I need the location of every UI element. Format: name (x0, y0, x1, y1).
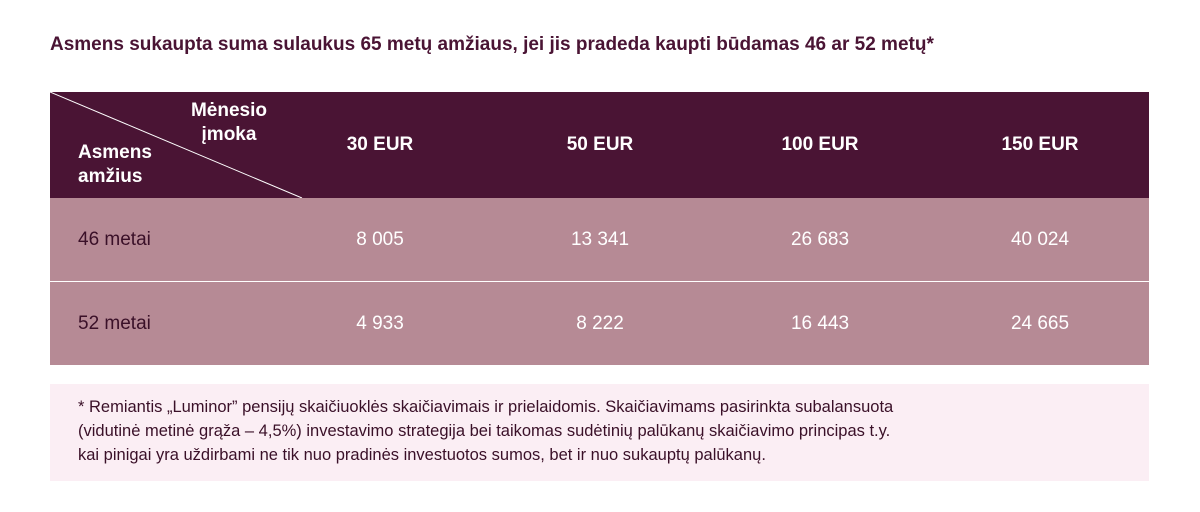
corner-top-line-2: įmoka (201, 124, 257, 145)
footnote-line: * Remiantis „Luminor” pensijų skaičiuokl… (78, 398, 894, 416)
table-cell: 24 665 (1010, 312, 1070, 334)
table-cell: 40 024 (1010, 228, 1070, 250)
table-row: 52 metai 4 933 8 222 16 443 24 665 (50, 281, 1149, 365)
page-title: Asmens sukaupta suma sulaukus 65 metų am… (50, 34, 934, 55)
footnote-line: kai pinigai yra uždirbami ne tik nuo pra… (78, 446, 766, 464)
table-header-row: Mėnesio įmoka Asmens amžius 30 EUR 50 EU… (50, 92, 1149, 198)
footnote: * Remiantis „Luminor” pensijų skaičiuokl… (50, 384, 1149, 481)
column-header: 30 EUR (346, 134, 414, 155)
savings-table: Mėnesio įmoka Asmens amžius 30 EUR 50 EU… (50, 92, 1149, 365)
column-header: 150 EUR (1001, 134, 1079, 155)
diagonal-divider (50, 92, 303, 198)
corner-bottom-line-1: Asmens (78, 142, 152, 163)
table-cell: 16 443 (790, 312, 850, 334)
row-label: 52 metai (78, 312, 151, 334)
corner-header-age: Asmens amžius (78, 141, 152, 189)
corner-top-line-1: Mėnesio (190, 100, 268, 121)
table-cell: 13 341 (570, 228, 630, 250)
table-cell: 8 005 (356, 228, 404, 250)
table-cell: 4 933 (356, 312, 404, 334)
table-cell: 8 222 (576, 312, 624, 334)
footnote-line: (vidutinė metinė grąža – 4,5%) investavi… (78, 422, 891, 440)
row-label: 46 metai (78, 228, 151, 250)
column-header: 50 EUR (566, 134, 634, 155)
table-row: 46 metai 8 005 13 341 26 683 40 024 (50, 198, 1149, 281)
corner-bottom-line-2: amžius (78, 166, 143, 187)
column-header: 100 EUR (781, 134, 859, 155)
table-cell: 26 683 (790, 228, 850, 250)
corner-header-monthly-contribution: Mėnesio įmoka (179, 99, 279, 147)
